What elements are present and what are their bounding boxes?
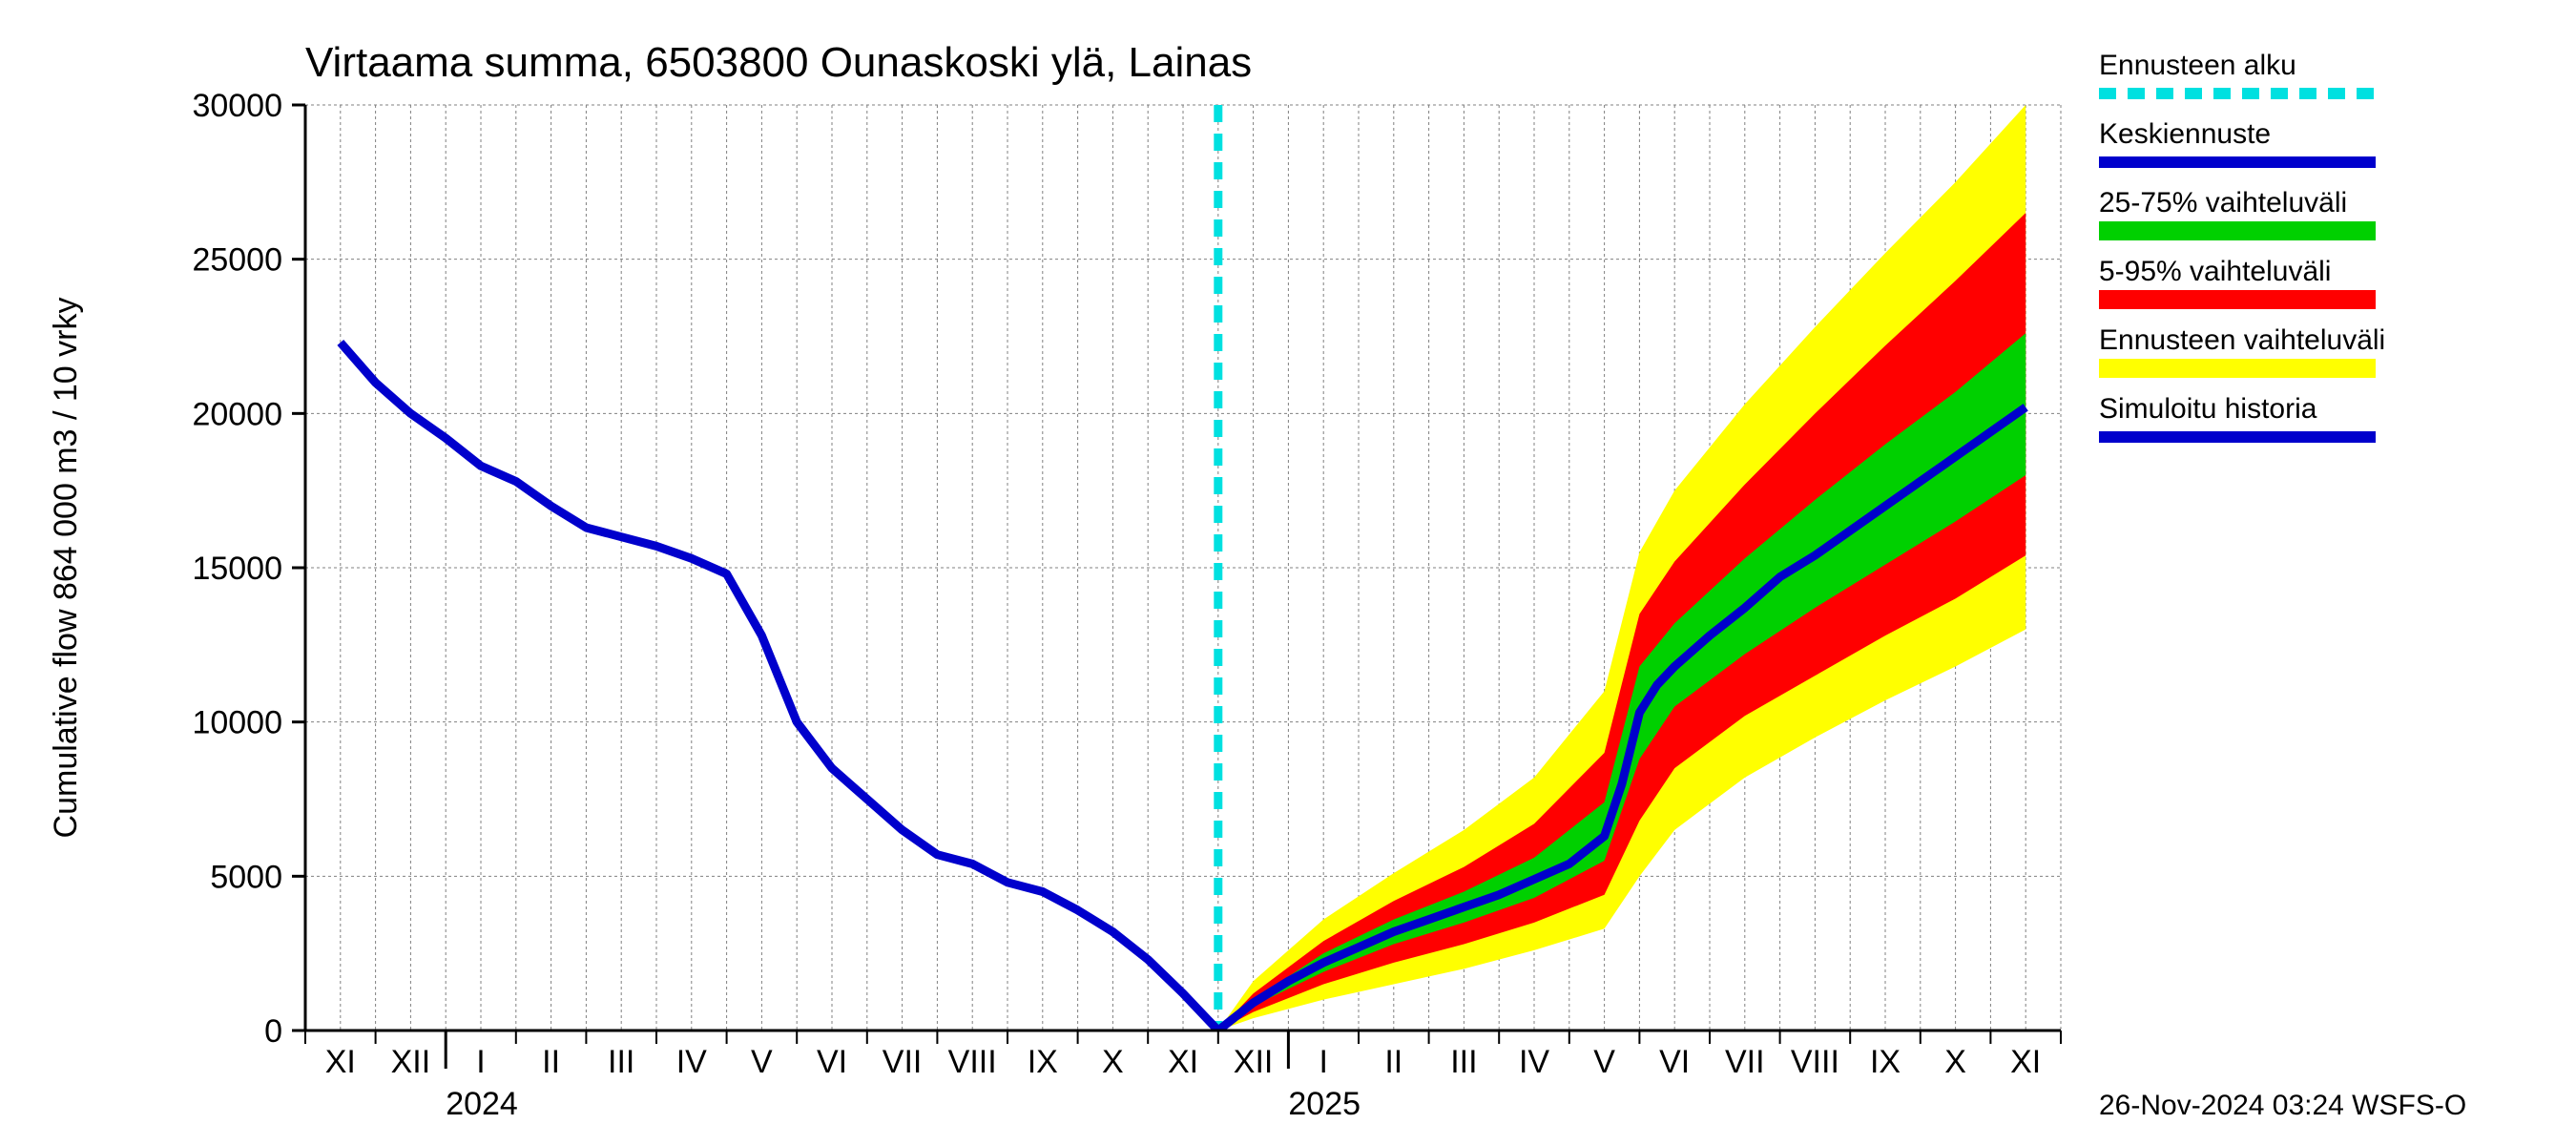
legend-label: 25-75% vaihteluväli <box>2099 187 2347 219</box>
x-tick-label: III <box>608 1044 634 1080</box>
x-tick-label: X <box>1944 1044 1966 1080</box>
x-tick-label: VIII <box>948 1044 997 1080</box>
legend-swatch <box>2099 359 2376 378</box>
legend-swatch <box>2099 221 2376 240</box>
legend-label: Ennusteen alku <box>2099 50 2296 81</box>
x-tick-label: V <box>751 1044 773 1080</box>
y-tick-label: 20000 <box>192 396 282 432</box>
x-tick-label: XII <box>1234 1044 1274 1080</box>
x-tick-label: XII <box>391 1044 431 1080</box>
y-tick-label: 5000 <box>210 859 282 895</box>
chart-svg: 050001000015000200002500030000XIXIIIIIII… <box>0 0 2576 1145</box>
y-tick-label: 0 <box>264 1013 282 1050</box>
x-tick-label: II <box>542 1044 560 1080</box>
x-tick-label: XI <box>1168 1044 1198 1080</box>
x-tick-label: III <box>1450 1044 1477 1080</box>
y-tick-label: 30000 <box>192 88 282 124</box>
y-tick-label: 10000 <box>192 705 282 741</box>
x-tick-label: IV <box>676 1044 707 1080</box>
x-tick-label: VI <box>817 1044 847 1080</box>
legend-label: Ennusteen vaihteluväli <box>2099 324 2385 356</box>
x-tick-label: VII <box>883 1044 923 1080</box>
legend-label: 5-95% vaihteluväli <box>2099 256 2331 287</box>
x-tick-label: X <box>1102 1044 1124 1080</box>
legend: Ennusteen alku Keskiennuste 25-75% vaihtel… <box>2099 50 2385 437</box>
x-tick-label: VII <box>1725 1044 1765 1080</box>
x-tick-label: IX <box>1028 1044 1058 1080</box>
x-tick-label: V <box>1593 1044 1615 1080</box>
x-tick-label: IV <box>1519 1044 1549 1080</box>
legend-label: Simuloitu historia <box>2099 393 2317 425</box>
x-tick-label: I <box>476 1044 485 1080</box>
chart-title: Virtaama summa, 6503800 Ounaskoski ylä, … <box>305 39 1252 86</box>
year-label: 2024 <box>446 1086 518 1122</box>
year-label: 2025 <box>1288 1086 1361 1122</box>
x-tick-label: II <box>1384 1044 1402 1080</box>
x-tick-label: XI <box>2010 1044 2041 1080</box>
chart-footer: 26-Nov-2024 03:24 WSFS-O <box>2099 1090 2466 1121</box>
y-tick-label: 25000 <box>192 242 282 279</box>
y-axis-label: Cumulative flow 864 000 m3 / 10 vrky <box>48 298 84 839</box>
chart-container: 050001000015000200002500030000XIXIIIIIII… <box>0 0 2576 1145</box>
y-tick-label: 15000 <box>192 551 282 587</box>
x-tick-label: I <box>1319 1044 1327 1080</box>
x-tick-label: IX <box>1870 1044 1901 1080</box>
legend-swatch <box>2099 290 2376 309</box>
x-tick-label: XI <box>325 1044 356 1080</box>
x-tick-label: VIII <box>1791 1044 1839 1080</box>
legend-label: Keskiennuste <box>2099 118 2271 150</box>
x-tick-label: VI <box>1659 1044 1690 1080</box>
